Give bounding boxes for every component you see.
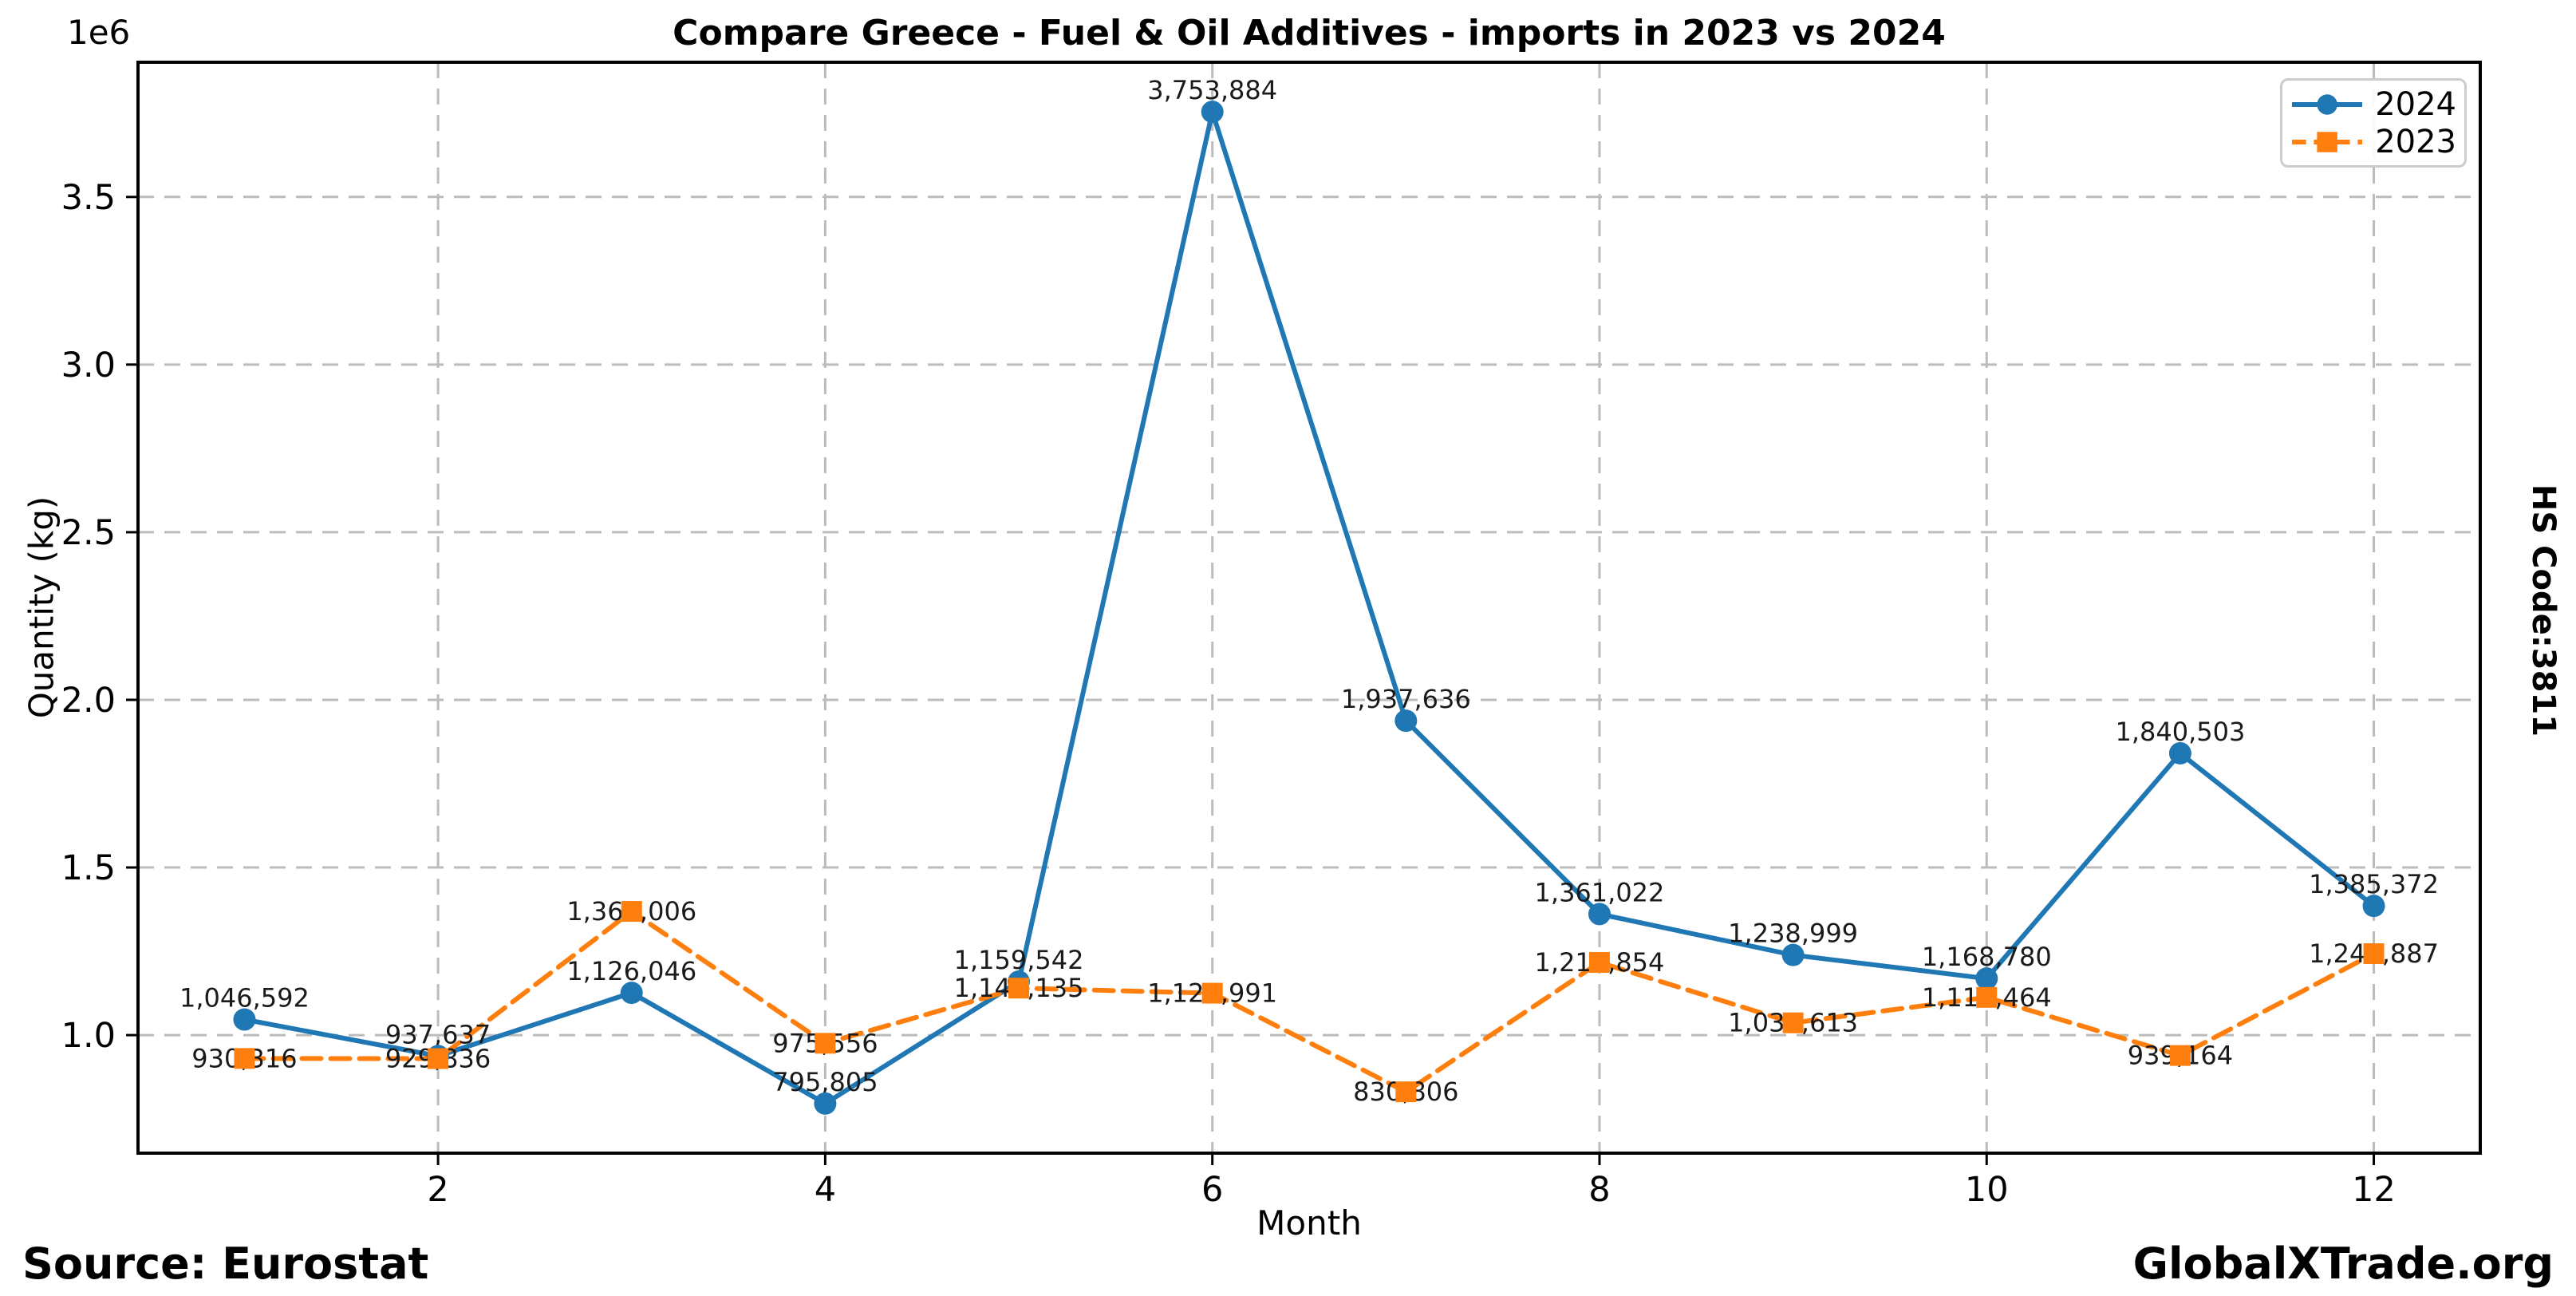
legend-label-2024: 2024 xyxy=(2375,85,2456,123)
x-tick-label: 12 xyxy=(2352,1170,2396,1210)
data-point-2023 xyxy=(1976,986,1998,1008)
data-label-2024: 1,046,592 xyxy=(179,983,310,1013)
data-label-2024: 1,238,999 xyxy=(1728,919,1858,949)
data-point-2024 xyxy=(1588,903,1611,926)
data-point-2023 xyxy=(1008,978,1030,999)
legend-item-2024: 2024 xyxy=(2292,89,2456,121)
data-label-2024: 1,126,046 xyxy=(566,956,696,986)
legend-label-2023: 2023 xyxy=(2375,123,2456,160)
data-point-2023 xyxy=(1201,982,1223,1004)
y-tick-label: 1.5 xyxy=(61,848,116,888)
legend-square-marker-icon xyxy=(2317,131,2337,152)
x-tick-label: 6 xyxy=(1201,1170,1223,1210)
brand-watermark: GlobalXTrade.org xyxy=(2132,1239,2554,1289)
source-attribution: Source: Eurostat xyxy=(22,1239,429,1289)
data-point-2023 xyxy=(234,1048,255,1069)
data-label-2024: 1,385,372 xyxy=(2309,869,2439,899)
series-2023-line xyxy=(242,909,2377,1095)
y-axis-label: Quantity (kg) xyxy=(22,496,61,719)
data-point-2024 xyxy=(1781,943,1805,966)
data-point-2024 xyxy=(814,1092,837,1115)
y-tick-label: 3.5 xyxy=(61,178,116,218)
data-point-2024 xyxy=(1201,101,1224,124)
plot-border xyxy=(136,61,2482,1155)
data-point-2023 xyxy=(1588,951,1610,973)
data-point-2024 xyxy=(620,982,643,1005)
data-label-2024: 1,361,022 xyxy=(1535,877,1665,907)
data-point-2024 xyxy=(1975,967,1998,990)
legend-sample-2023 xyxy=(2292,131,2363,152)
data-point-2023 xyxy=(2363,943,2385,965)
legend-item-2023: 2023 xyxy=(2292,126,2456,158)
data-point-2024 xyxy=(2168,741,2191,765)
data-point-2024 xyxy=(2362,895,2385,918)
data-point-2023 xyxy=(2169,1045,2191,1066)
hs-code-label: HS Code:3811 xyxy=(2525,484,2562,737)
x-tick-label: 8 xyxy=(1588,1170,1610,1210)
y-tick-label: 1.0 xyxy=(61,1016,116,1056)
data-point-2023 xyxy=(428,1048,449,1069)
x-tick-label: 4 xyxy=(815,1170,836,1210)
y-tick-label: 2.0 xyxy=(61,681,116,721)
x-tick-label: 2 xyxy=(427,1170,448,1210)
data-point-2023 xyxy=(1782,1012,1804,1033)
data-point-2023 xyxy=(815,1033,836,1054)
legend: 2024 2023 xyxy=(2280,78,2467,168)
series-2024-line xyxy=(242,109,2377,1106)
legend-sample-2024 xyxy=(2292,93,2363,115)
y-tick-label: 3.0 xyxy=(61,346,116,385)
y-tick-label: 2.5 xyxy=(61,513,116,553)
legend-circle-marker-icon xyxy=(2317,93,2337,115)
data-point-2023 xyxy=(621,901,642,923)
data-label-2024: 937,637 xyxy=(385,1019,491,1049)
chart-title: Compare Greece - Fuel & Oil Additives - … xyxy=(673,13,1946,53)
x-axis-label: Month xyxy=(1256,1203,1362,1243)
data-label-2024: 1,840,503 xyxy=(2115,717,2245,747)
x-tick-label: 10 xyxy=(1965,1170,2009,1210)
data-label-2024: 3,753,884 xyxy=(1147,75,1277,105)
data-point-2024 xyxy=(233,1008,256,1031)
y-axis-offset-text: 1e6 xyxy=(67,13,131,52)
data-point-2024 xyxy=(1395,709,1418,733)
data-point-2023 xyxy=(1395,1081,1417,1103)
data-label-2024: 1,937,636 xyxy=(1341,684,1471,714)
data-label-2024: 795,805 xyxy=(772,1067,878,1097)
data-label-2024: 1,168,780 xyxy=(1922,942,2052,972)
data-label-2024: 1,159,542 xyxy=(954,945,1084,975)
